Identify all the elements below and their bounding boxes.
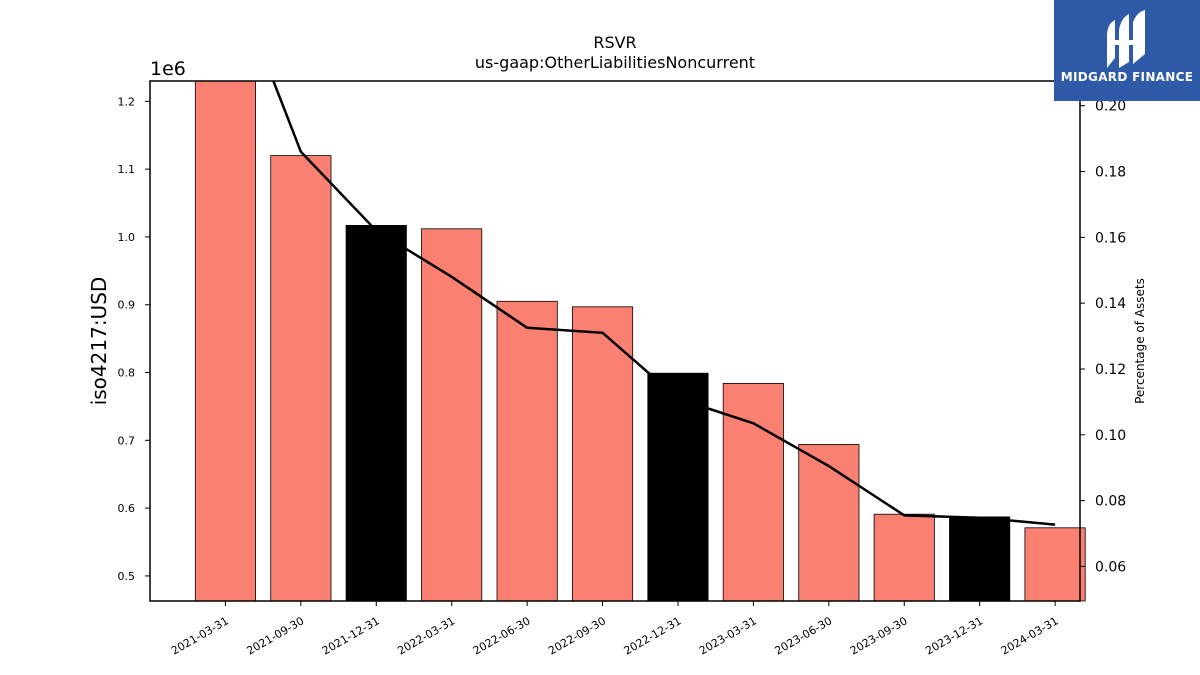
bar-2023-09-30 — [873, 513, 935, 602]
y-right-tick-label: 0.10 — [1095, 428, 1126, 444]
y-right-tick-label: 0.12 — [1095, 362, 1126, 378]
y-tick-label: 0.6 — [118, 502, 136, 515]
y-right-tick-label: 0.20 — [1095, 99, 1126, 115]
y-right-tick-label: 0.18 — [1095, 165, 1126, 181]
y-tick-label: 0.8 — [118, 367, 136, 380]
bar-2022-03-31 — [421, 228, 483, 602]
y-right-tick-label: 0.16 — [1095, 230, 1126, 246]
y-axis-label: iso4217:USD — [87, 277, 111, 406]
x-tick-label: 2023-12-31 — [923, 614, 985, 657]
x-tick-label: 2022-03-31 — [395, 614, 457, 657]
y-axis-right-label: Percentage of Assets — [1133, 278, 1147, 404]
bar-2023-06-30 — [798, 443, 860, 602]
y-tick-label: 1.2 — [118, 95, 136, 108]
midgard-logo-icon — [1107, 10, 1145, 68]
bar-2023-12-31 — [949, 516, 1011, 602]
bar-2021-12-31 — [345, 224, 407, 602]
x-tick-label: 2021-09-30 — [244, 614, 306, 657]
bar-2022-09-30 — [572, 306, 634, 602]
x-tick-label: 2022-06-30 — [471, 614, 533, 657]
x-tick-label: 2023-06-30 — [772, 614, 834, 657]
y-right-tick-label: 0.08 — [1095, 494, 1126, 510]
bar-2022-06-30 — [496, 300, 558, 602]
y-right-tick-label: 0.06 — [1095, 559, 1126, 575]
chart-title: RSVR — [593, 33, 636, 52]
y-tick-label: 0.5 — [118, 570, 136, 583]
x-tick-label: 2021-03-31 — [169, 614, 231, 657]
x-tick-label: 2022-09-30 — [546, 614, 608, 657]
bar-2023-03-31 — [722, 382, 784, 602]
y-tick-label: 1.0 — [118, 231, 136, 244]
x-tick-label: 2023-03-31 — [697, 614, 759, 657]
x-tick-label: 2023-09-30 — [848, 614, 910, 657]
plot-frame — [149, 80, 1081, 602]
brand-logo: MIDGARD FINANCE — [1054, 0, 1200, 101]
logo-text: MIDGARD FINANCE — [1060, 70, 1194, 84]
bar-2022-12-31 — [647, 372, 709, 602]
bar-2024-03-31 — [1024, 527, 1086, 602]
y-offset-label: 1e6 — [150, 58, 186, 80]
y-tick-label: 0.9 — [118, 299, 136, 312]
x-tick-label: 2024-03-31 — [999, 614, 1061, 657]
y-tick-label: 1.1 — [118, 163, 136, 176]
bar-2021-09-30 — [270, 155, 332, 602]
y-right-tick-label: 0.14 — [1095, 296, 1126, 312]
percentage-line — [272, 80, 1056, 526]
x-tick-label: 2021-12-31 — [320, 614, 382, 657]
chart-subtitle: us-gaap:OtherLiabilitiesNoncurrent — [475, 53, 755, 72]
x-tick-label: 2022-12-31 — [622, 614, 684, 657]
y-tick-label: 0.7 — [118, 434, 136, 447]
bar-2021-03-31 — [194, 80, 257, 602]
